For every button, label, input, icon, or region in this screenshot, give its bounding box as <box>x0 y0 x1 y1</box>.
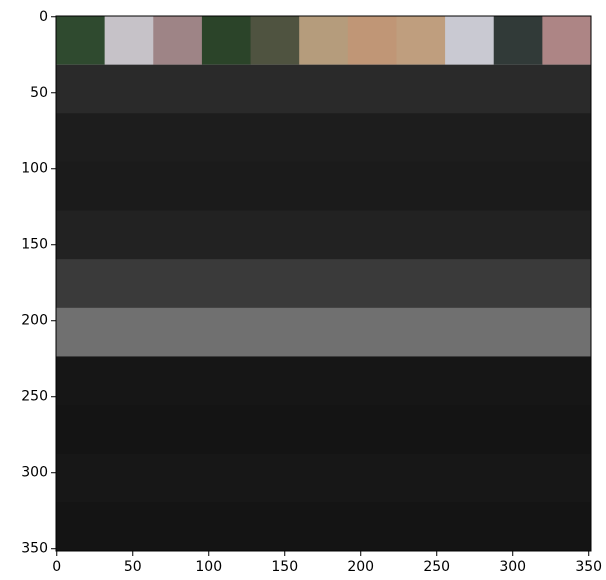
chart: 0501001502002503003500501001502002503003… <box>0 0 606 580</box>
image-tile <box>445 16 494 65</box>
image-tile <box>396 16 445 65</box>
image-tile <box>251 16 300 65</box>
x-tick-label: 250 <box>423 559 450 575</box>
image-band <box>56 65 591 114</box>
x-tick-label: 150 <box>271 559 298 575</box>
y-tick-label: 50 <box>30 85 48 101</box>
image-band <box>56 405 591 454</box>
y-tick-label: 150 <box>21 237 48 253</box>
image-band <box>56 211 591 260</box>
image-band <box>56 113 591 162</box>
y-tick-label: 200 <box>21 313 48 329</box>
x-tick-label: 300 <box>499 559 526 575</box>
image-band <box>56 162 591 211</box>
y-tick-label: 250 <box>21 389 48 405</box>
x-tick-label: 350 <box>575 559 602 575</box>
image-tile <box>299 16 348 65</box>
image-band <box>56 356 591 405</box>
image-tile <box>202 16 251 65</box>
image-band <box>56 502 591 551</box>
image-tile <box>494 16 543 65</box>
x-tick-label: 100 <box>195 559 222 575</box>
x-tick-label: 200 <box>347 559 374 575</box>
x-tick-label: 0 <box>52 559 61 575</box>
image-band <box>56 308 591 357</box>
image-tile <box>56 16 105 65</box>
image-band <box>56 454 591 503</box>
y-tick-label: 100 <box>21 161 48 177</box>
x-tick-label: 50 <box>124 559 142 575</box>
image-band <box>56 259 591 308</box>
y-tick-label: 350 <box>21 541 48 557</box>
image-tile <box>153 16 202 65</box>
image-tile <box>542 16 591 65</box>
y-tick-label: 0 <box>39 9 48 25</box>
image-tile <box>105 16 154 65</box>
y-tick-label: 300 <box>21 465 48 481</box>
image-tile <box>348 16 397 65</box>
